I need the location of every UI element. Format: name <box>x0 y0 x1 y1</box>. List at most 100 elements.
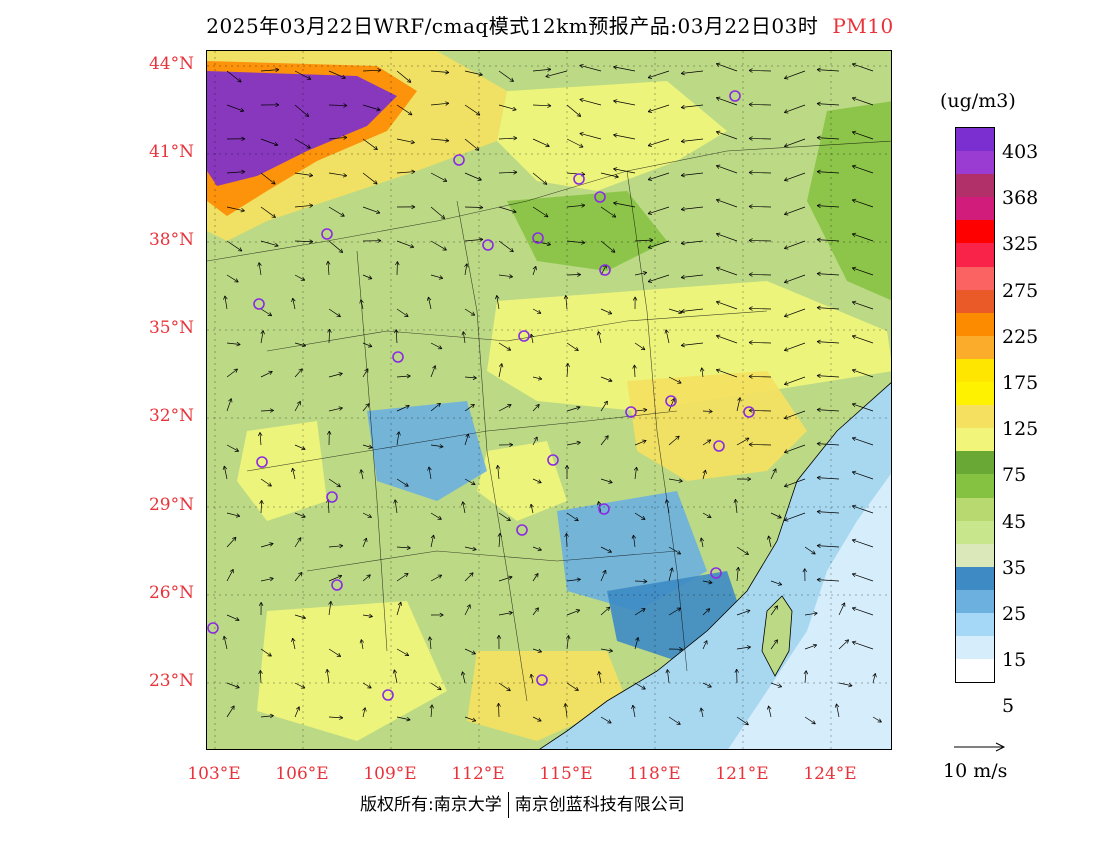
wind-vector-arrow-icon <box>851 96 874 106</box>
wind-vector-arrow-icon <box>716 334 738 344</box>
wind-vector-arrow-icon <box>328 70 346 79</box>
longitude-label: 106°E <box>275 764 329 784</box>
wind-vector-arrow-icon <box>294 138 311 149</box>
wind-vector-arrow-icon <box>597 671 602 684</box>
wind-vector-arrow-icon <box>613 201 636 208</box>
wind-vector-arrow-icon <box>702 682 712 688</box>
wind-vector-arrow-icon <box>767 705 772 718</box>
wind-vector-arrow-icon <box>532 546 542 552</box>
wind-vector-arrow-icon <box>702 580 713 585</box>
wind-vector-arrow-icon <box>359 469 364 480</box>
wind-vector-arrow-icon <box>260 138 279 147</box>
wind-vector-arrow-icon <box>396 648 410 657</box>
legend-swatch <box>956 589 994 613</box>
city-station-marker <box>207 622 219 634</box>
wind-vector-arrow-icon <box>226 536 237 548</box>
wind-vector-arrow-icon <box>664 499 670 514</box>
wind-vector-arrow-icon <box>613 65 636 72</box>
wind-vector-arrow-icon <box>258 602 264 616</box>
wind-vector-arrow-icon <box>784 104 806 114</box>
legend-swatch <box>956 405 994 429</box>
wind-vector-arrow-icon <box>767 535 772 548</box>
wind-vector-arrow-icon <box>328 372 343 378</box>
wind-vector-arrow-icon <box>325 668 330 684</box>
wind-vector-arrow-icon <box>396 70 412 83</box>
wind-vector-arrow-icon <box>529 503 534 514</box>
legend-swatch <box>956 636 994 660</box>
legend-swatch <box>956 197 994 221</box>
wind-vector-arrow-icon <box>748 442 772 447</box>
wind-vector-arrow-icon <box>498 274 513 279</box>
wind-vector-arrow-icon <box>680 342 704 348</box>
wind-vector-arrow-icon <box>226 614 240 622</box>
wind-vector-arrow-icon <box>631 704 636 718</box>
wind-vector-arrow-icon <box>325 260 331 276</box>
wind-vector-arrow-icon <box>702 469 707 480</box>
wind-vector-arrow-icon <box>294 400 301 412</box>
wind-vector-arrow-icon <box>668 435 680 446</box>
wind-vector-arrow-icon <box>362 138 378 151</box>
wind-vector-arrow-icon <box>668 567 674 582</box>
wind-vector-arrow-icon <box>851 606 874 616</box>
wind-vector-arrow-icon <box>770 682 783 688</box>
wind-vector-arrow-icon <box>226 70 242 83</box>
wind-vector-arrow-icon <box>260 408 274 413</box>
city-station-marker <box>536 674 548 686</box>
wind-vector-arrow-icon <box>396 240 415 249</box>
wind-vector-arrow-icon <box>699 367 705 378</box>
wind-vector-arrow-icon <box>748 68 772 73</box>
wind-vector-arrow-icon <box>631 534 637 548</box>
wind-vector-arrow-icon <box>596 331 602 344</box>
latitude-label: 38°N <box>148 230 194 250</box>
wind-vector-arrow-icon <box>498 442 514 448</box>
wind-vector-arrow-icon <box>748 238 772 243</box>
wind-vector-arrow-icon <box>634 512 646 520</box>
concentration-field-moderate <box>497 81 727 191</box>
wind-vector-arrow-icon <box>362 342 373 348</box>
map-canvas <box>207 51 891 749</box>
wind-vector-arrow-icon <box>647 240 670 249</box>
legend-swatch <box>956 266 994 290</box>
latitude-label: 23°N <box>148 671 194 691</box>
wind-vector-arrow-icon <box>736 716 749 726</box>
wind-vector-arrow-icon <box>816 475 840 481</box>
wind-vector-arrow-icon <box>736 645 751 650</box>
wind-vector-arrow-icon <box>851 538 874 548</box>
wind-vector-arrow-icon <box>328 715 344 720</box>
wind-vector-arrow-icon <box>736 546 749 556</box>
wind-vector-arrow-icon <box>461 501 466 514</box>
wind-vector-arrow-icon <box>260 67 280 73</box>
wind-vector-arrow-icon <box>396 308 409 317</box>
wind-vector-arrow-icon <box>395 261 400 276</box>
wind-vector-arrow-icon <box>733 499 739 514</box>
wind-vector-arrow-icon <box>532 240 551 247</box>
wind-vector-arrow-icon <box>226 341 241 347</box>
wind-vector-arrow-icon <box>532 266 537 276</box>
wind-vector-arrow-icon <box>226 512 241 518</box>
wind-vector-arrow-icon <box>736 437 750 446</box>
wind-vector-arrow-icon <box>498 170 518 175</box>
wind-vector-arrow-icon <box>464 478 476 486</box>
wind-vector-arrow-icon <box>396 573 409 582</box>
wind-vector-arrow-icon <box>396 601 403 616</box>
wind-vector-arrow-icon <box>498 240 514 253</box>
wind-vector-arrow-icon <box>291 297 296 310</box>
wind-vector-arrow-icon <box>294 614 306 620</box>
wind-vector-arrow-icon <box>784 376 806 386</box>
wind-vector-arrow-icon <box>838 602 846 616</box>
wind-vector-arrow-icon <box>498 610 513 616</box>
wind-vector-arrow-icon <box>498 342 512 351</box>
wind-vector-arrow-icon <box>600 400 608 412</box>
wind-vector-arrow-icon <box>566 272 581 277</box>
wind-vector-arrow-icon <box>579 98 602 106</box>
city-station-marker <box>331 579 343 591</box>
wind-vector-arrow-icon <box>426 296 432 310</box>
wind-vector-arrow-icon <box>362 368 369 378</box>
wind-vector-arrow-icon <box>816 169 840 175</box>
wind-vector-arrow-icon <box>680 206 704 212</box>
wind-vector-arrow-icon <box>816 339 840 345</box>
wind-vector-arrow-icon <box>784 274 806 284</box>
wind-vector-arrow-icon <box>496 634 502 650</box>
credit-left: 版权所有:南京大学 <box>360 795 502 815</box>
wind-vector-arrow-icon <box>464 70 483 77</box>
